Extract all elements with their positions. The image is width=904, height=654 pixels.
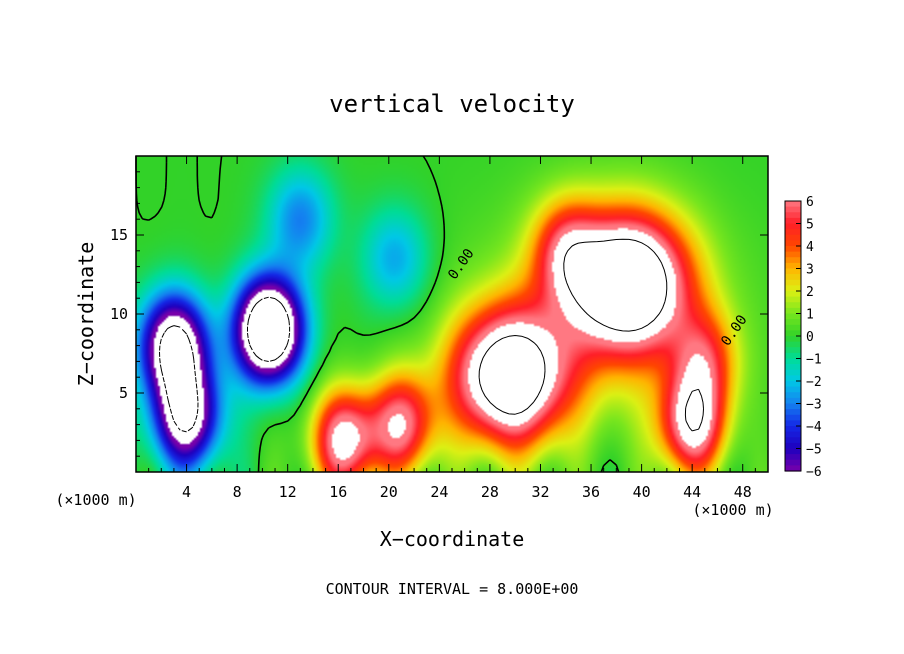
x-axis: 4 8 12 16 20 24 28 32 36 40 44 48: [148, 156, 756, 501]
x-tick-label: 20: [380, 483, 398, 501]
colorbar-label: −1: [806, 353, 822, 368]
y-axis: 5 10 15: [110, 171, 768, 457]
contour-interval-note: CONTOUR INTERVAL = 8.000E+00: [326, 580, 579, 598]
colorbar-band: [785, 386, 801, 393]
colorbar-label: 3: [806, 263, 814, 278]
colorbar-band: [785, 285, 801, 292]
colorbar-band: [785, 409, 801, 416]
colorbar-label: 4: [806, 240, 814, 255]
colorbar-label: 2: [806, 285, 814, 300]
y-tick-label: 5: [119, 384, 128, 402]
colorbar-label: 1: [806, 308, 814, 323]
colorbar-band: [785, 212, 801, 219]
colorbar-band: [785, 364, 801, 371]
x-tick-label: 8: [233, 483, 242, 501]
x-tick-label: 28: [481, 483, 499, 501]
colorbar-band: [785, 262, 801, 270]
x-axis-label: X−coordinate: [380, 527, 525, 551]
colorbar: 6 5 4 3 2 1 0 −1 −2 −3 −4 −5 −6: [784, 195, 822, 480]
colorbar-band: [785, 375, 801, 382]
x-tick-label: 36: [582, 483, 600, 501]
colorbar-band: [785, 302, 801, 309]
colorbar-band: [785, 426, 801, 433]
colorbar-band: [785, 459, 801, 466]
y-tick-label: 15: [110, 226, 128, 244]
colorbar-band: [785, 206, 801, 213]
colorbar-label: 0: [806, 330, 814, 345]
colorbar-band: [785, 420, 801, 427]
x-tick-label: 40: [633, 483, 651, 501]
colorbar-band: [785, 201, 801, 208]
colorbar-band: [785, 358, 801, 365]
contour-line-8: [478, 238, 704, 432]
colorbar-band: [785, 336, 801, 343]
colorbar-band: [785, 431, 801, 438]
x-tick-label: 24: [430, 483, 448, 501]
x-tick-label: 4: [182, 483, 191, 501]
colorbar-band: [785, 274, 801, 281]
colorbar-band: [785, 229, 801, 236]
colorbar-label: 6: [806, 195, 814, 210]
colorbar-band: [785, 392, 801, 399]
colorbar-band: [785, 319, 801, 326]
colorbar-band: [785, 251, 801, 258]
colorbar-label: −5: [806, 443, 822, 458]
plot-area: 0.000.00: [135, 155, 769, 473]
colorbar-band: [785, 291, 801, 298]
chart-title: vertical velocity: [329, 90, 575, 118]
y-tick-label: 10: [110, 305, 128, 323]
colorbar-band: [785, 257, 801, 264]
colorbar-band: [785, 296, 801, 303]
colorbar-band: [785, 341, 801, 348]
colorbar-label: −3: [806, 398, 822, 413]
colorbar-band: [785, 352, 801, 360]
colorbar-band: [785, 465, 801, 472]
colorbar-label: −4: [806, 420, 822, 435]
colorbar-band: [785, 397, 801, 405]
colorbar-band: [785, 313, 801, 320]
colorbar-band: [785, 330, 801, 337]
x-tick-label: 16: [329, 483, 347, 501]
colorbar-band: [785, 437, 801, 444]
colorbar-band: [785, 448, 801, 455]
y-axis-label: Z−coordinate: [74, 242, 98, 387]
colorbar-band: [785, 240, 801, 247]
colorbar-band: [785, 223, 801, 230]
colorbar-band: [785, 369, 801, 376]
colorbar-band: [785, 347, 801, 354]
velocity-field: [136, 156, 768, 472]
x-tick-label: 44: [683, 483, 701, 501]
x-unit-right: (×1000 m): [692, 501, 773, 519]
x-unit-left: (×1000 m): [55, 491, 136, 509]
x-tick-label: 12: [279, 483, 297, 501]
contour-line--8: [159, 296, 291, 433]
colorbar-band: [785, 324, 801, 331]
colorbar-band: [785, 234, 801, 241]
colorbar-band: [785, 217, 801, 225]
colorbar-label: −2: [806, 375, 822, 390]
x-tick-label: 32: [531, 483, 549, 501]
colorbar-band: [785, 454, 801, 461]
colorbar-band: [785, 279, 801, 286]
colorbar-band: [785, 307, 801, 315]
x-tick-label: 48: [734, 483, 752, 501]
colorbar-label: −6: [806, 465, 822, 480]
colorbar-band: [785, 442, 801, 450]
colorbar-band: [785, 381, 801, 388]
colorbar-band: [785, 246, 801, 253]
colorbar-band: [785, 268, 801, 275]
colorbar-label: 5: [806, 218, 814, 233]
colorbar-band: [785, 403, 801, 410]
colorbar-band: [785, 414, 801, 421]
